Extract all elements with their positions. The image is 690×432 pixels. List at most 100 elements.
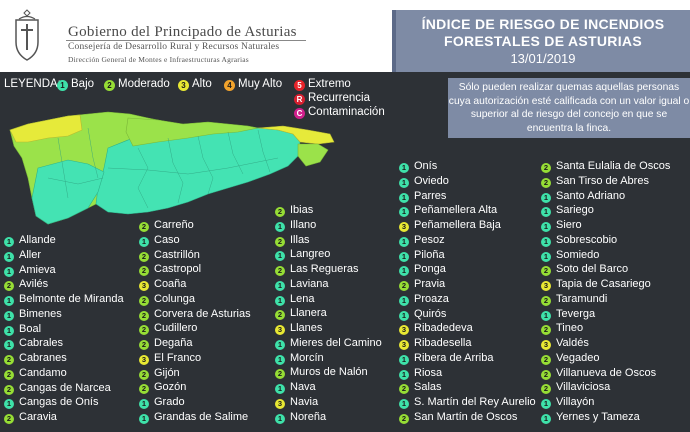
municipality-row: 1 Cabrales	[4, 336, 124, 351]
risk-level-icon: 2	[4, 414, 14, 424]
municipality-name: Cudillero	[154, 322, 198, 335]
municipality-row: 2 San Martín de Oscos	[399, 410, 536, 425]
municipality-row: 1 Proaza	[399, 292, 536, 307]
municipality-name: Onís	[414, 160, 438, 172]
municipality-name: Corvera de Asturias	[154, 307, 251, 320]
risk-level-icon: 2	[541, 369, 551, 380]
municipality-row: 2 Ibias	[275, 203, 382, 218]
municipality-row: 2 Gijón	[139, 366, 251, 381]
municipality-row: 2 Villaviciosa	[541, 380, 670, 395]
risk-level-icon: 1	[275, 339, 285, 350]
risk-level-icon: 1	[541, 192, 551, 203]
municipality-name: Grado	[154, 396, 185, 408]
municipality-name: Illano	[290, 218, 317, 231]
municipality-row: 1 Nava	[275, 380, 382, 395]
risk-dot-icon: R	[294, 94, 305, 105]
notice-box: Sólo pueden realizar quemas aquellas per…	[448, 78, 690, 138]
municipality-name: Ponga	[414, 263, 446, 276]
municipality-row: 1 Aller	[4, 248, 124, 263]
municipality-name: Carreño	[154, 219, 194, 231]
risk-level-icon: 1	[275, 413, 285, 424]
report-title-line2: FORESTALES DE ASTURIAS	[444, 33, 642, 49]
municipality-name: Candamo	[19, 366, 67, 379]
municipality-column-1: 1 Allande 1 Aller 1 Amieva 2 Avilés 1 Belmonte de…	[4, 233, 124, 425]
municipality-name: Tapia de Casariego	[556, 278, 651, 290]
risk-level-icon: 1	[399, 399, 409, 409]
risk-level-icon: 1	[399, 207, 409, 218]
municipality-name: Parres	[414, 189, 447, 202]
risk-level-icon: 1	[541, 222, 551, 232]
municipality-name: Ribera de Arriba	[414, 351, 494, 364]
risk-level-icon: 1	[541, 251, 551, 262]
municipality-row: 2 Pravia	[399, 277, 536, 292]
municipality-row: 1 Bimenes	[4, 307, 124, 322]
municipality-row: 2 Las Regueras	[275, 262, 382, 277]
municipality-name: San Martín de Oscos	[414, 410, 518, 423]
risk-level-icon: 1	[275, 221, 285, 232]
municipality-name: Bimenes	[19, 307, 62, 320]
municipality-row: 3 Navia	[275, 395, 382, 410]
municipality-row: 3 Llanes	[275, 321, 382, 336]
risk-level-icon: 2	[139, 369, 149, 380]
municipality-row: 1 Mieres del Camino	[275, 336, 382, 351]
risk-level-icon: 1	[139, 413, 149, 424]
municipality-row: 1 Noreña	[275, 410, 382, 425]
risk-level-icon: 2	[275, 310, 285, 321]
municipality-name: Ribadedeva	[414, 322, 473, 335]
risk-level-icon: 1	[139, 236, 149, 247]
risk-level-icon: 2	[541, 354, 551, 365]
municipality-name: Castrillón	[154, 248, 200, 261]
risk-level-icon: 2	[4, 355, 14, 365]
municipality-name: Taramundi	[556, 292, 608, 305]
municipality-name: Salas	[414, 381, 442, 394]
municipality-row: 2 Carreño	[139, 218, 251, 233]
municipality-name: Grandas de Salime	[154, 410, 249, 423]
risk-level-icon: 2	[541, 295, 551, 306]
municipality-name: Morcín	[290, 351, 324, 364]
risk-level-icon: 1	[399, 177, 409, 188]
risk-level-icon: 3	[541, 281, 551, 291]
report-title-line1: ÍNDICE DE RIESGO DE INCENDIOS	[421, 16, 665, 32]
municipality-name: Amieva	[19, 263, 56, 276]
municipality-row: 1 Ribera de Arriba	[399, 351, 536, 366]
municipality-row: 2 Muros de Nalón	[275, 365, 382, 380]
municipality-name: Oviedo	[414, 174, 449, 187]
risk-level-icon: 2	[139, 222, 149, 232]
municipality-name: Riosa	[414, 366, 443, 379]
legend-label: LEYENDA:	[4, 78, 61, 90]
municipality-name: Caravia	[19, 411, 57, 423]
risk-level-icon: 1	[399, 236, 409, 247]
legend-item-moderado: 2 Moderado	[104, 78, 170, 91]
municipality-name: Cabrales	[19, 337, 64, 350]
risk-level-icon: 2	[139, 295, 149, 306]
municipality-name: Boal	[19, 322, 42, 335]
municipality-row: 1 Lena	[275, 292, 382, 307]
risk-level-icon: 2	[4, 369, 14, 380]
municipality-row: 2 Vegadeo	[541, 351, 670, 366]
municipality-name: Valdés	[556, 337, 589, 349]
municipality-name: Pesoz	[414, 233, 445, 246]
risk-level-icon: 1	[139, 399, 149, 409]
municipality-name: Teverga	[556, 307, 596, 320]
municipality-row: 1 Parres	[399, 189, 536, 204]
risk-level-icon: 2	[139, 340, 149, 350]
risk-dot-icon: 4	[224, 80, 235, 91]
municipality-row: 1 Grado	[139, 395, 251, 410]
risk-level-icon: 3	[275, 398, 285, 409]
municipality-row: 2 Tineo	[541, 321, 670, 336]
municipality-row: 2 Avilés	[4, 277, 124, 292]
risk-level-icon: 1	[4, 266, 14, 277]
municipality-row: 3 El Franco	[139, 351, 251, 366]
municipality-name: Mieres del Camino	[290, 336, 382, 349]
legend-item-extremo: 5 Extremo	[294, 78, 351, 91]
risk-level-icon: 2	[139, 384, 149, 395]
municipality-row: 2 Cangas de Narcea	[4, 381, 124, 396]
risk-level-icon: 1	[4, 340, 14, 351]
municipality-row: 1 Teverga	[541, 307, 670, 322]
municipality-row: 2 Candamo	[4, 366, 124, 381]
risk-level-icon: 1	[4, 237, 14, 247]
municipality-row: 2 Llanera	[275, 306, 382, 321]
risk-level-icon: 1	[399, 163, 409, 173]
risk-level-icon: 1	[541, 413, 551, 424]
municipality-row: 3 Ribadedeva	[399, 321, 536, 336]
